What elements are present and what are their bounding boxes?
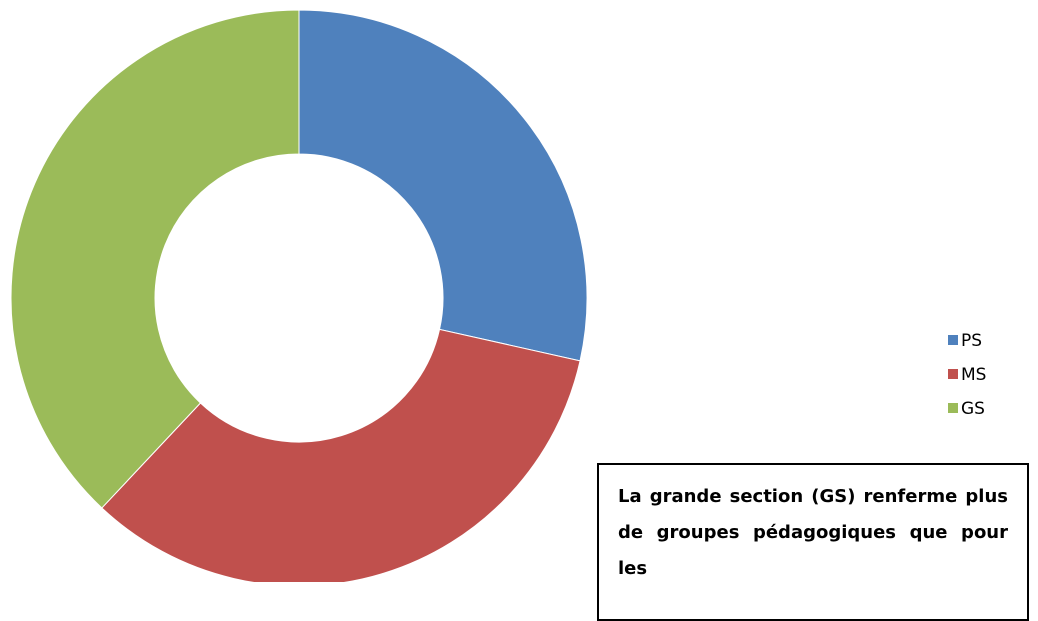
legend-label: PS [961, 331, 982, 351]
legend-swatch [948, 403, 958, 413]
donut-segment [10, 9, 300, 509]
legend-swatch [948, 369, 958, 379]
chart: PS MS GS [10, 9, 986, 582]
donut-segment [298, 9, 588, 362]
legend-swatch [948, 335, 958, 345]
legend-label: MS [961, 365, 986, 385]
page: PS MS GS La grande section (GS) renferme p… [10, 9, 1029, 621]
donut-segment [101, 328, 581, 582]
legend-label: GS [961, 399, 985, 419]
annotation-box: La grande section (GS) renferme plus de … [597, 463, 1029, 621]
